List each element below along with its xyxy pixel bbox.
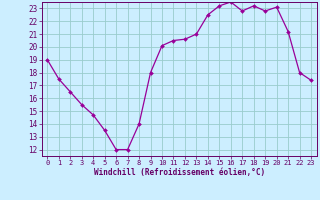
X-axis label: Windchill (Refroidissement éolien,°C): Windchill (Refroidissement éolien,°C): [94, 168, 265, 177]
